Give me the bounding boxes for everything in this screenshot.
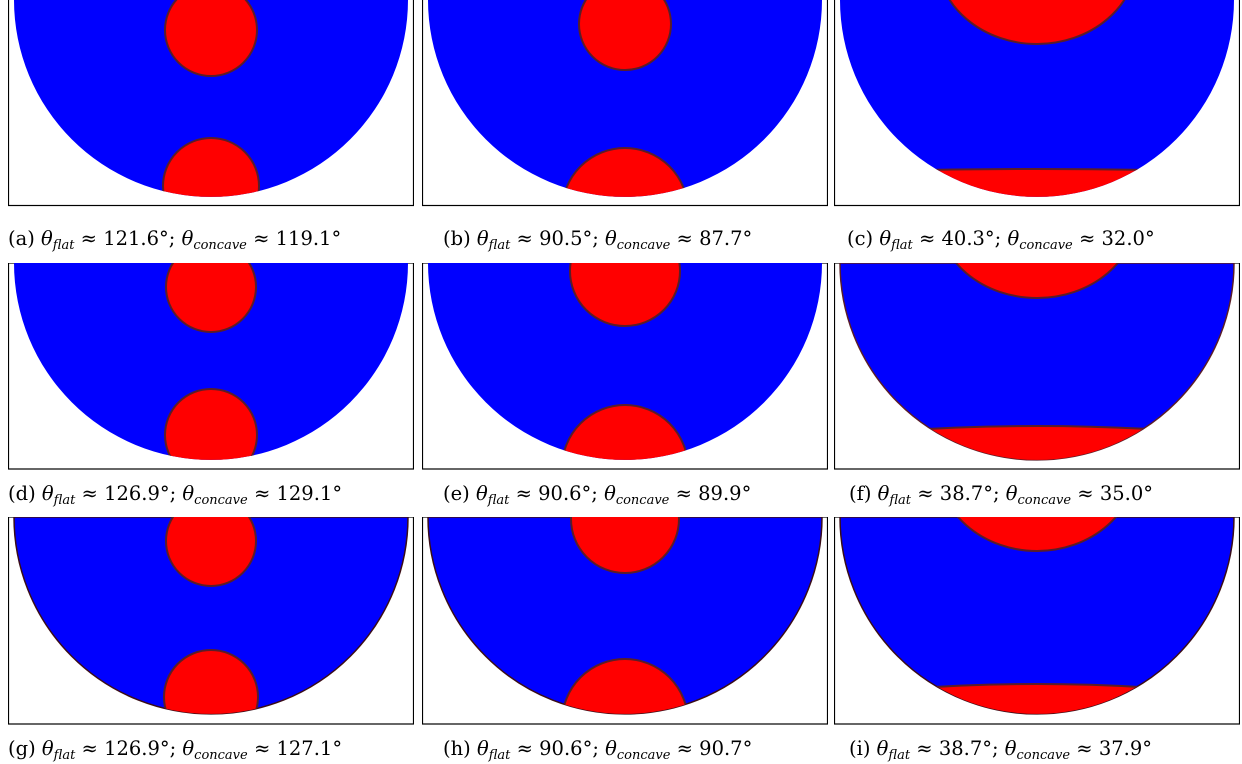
simulation-frame (834, 0, 1240, 207)
caption-e: (e) θflat ≈ 90.6°; θconcave ≈ 89.9° (443, 482, 752, 508)
caption-g: (g) θflat ≈ 126.9°; θconcave ≈ 127.1° (8, 737, 343, 763)
droplet-bottom (164, 388, 258, 460)
droplet-top (570, 517, 680, 574)
caption-c: (c) θflat ≈ 40.3°; θconcave ≈ 32.0° (847, 227, 1155, 253)
droplet-top (165, 517, 257, 587)
substrate-region (14, 263, 408, 460)
caption-d: (d) θflat ≈ 126.9°; θconcave ≈ 129.1° (8, 482, 343, 508)
droplet-top (936, 517, 1138, 552)
droplet-bottom (561, 147, 689, 197)
caption-f: (f) θflat ≈ 38.7°; θconcave ≈ 35.0° (849, 482, 1153, 508)
simulation-frame (834, 263, 1240, 470)
simulation-frame (8, 263, 414, 470)
droplet-top (936, 0, 1138, 45)
panel-g-image (8, 517, 414, 725)
substrate-region (839, 517, 1235, 715)
substrate-region (428, 263, 822, 460)
panel-c-image (834, 0, 1240, 207)
substrate-region (428, 0, 822, 197)
panel-f-image (834, 263, 1240, 470)
substrate-region (840, 0, 1234, 197)
droplet-top (165, 263, 257, 333)
substrate-region (839, 263, 1235, 461)
simulation-frame (834, 517, 1240, 725)
substrate-region (14, 0, 408, 197)
droplet-bottom (163, 649, 259, 714)
substrate-region (427, 517, 823, 715)
simulation-frame (422, 0, 828, 207)
substrate-region (13, 517, 409, 715)
panel-d-image (8, 263, 414, 470)
caption-b: (b) θflat ≈ 90.5°; θconcave ≈ 87.7° (443, 227, 753, 253)
droplet-bottom (162, 137, 260, 197)
simulation-frame (422, 263, 828, 470)
droplet-top (569, 263, 681, 327)
simulation-frame (8, 0, 414, 207)
panel-i-image (834, 517, 1240, 725)
droplet-top (578, 0, 672, 71)
droplet-bottom (561, 404, 689, 460)
panel-h-image (422, 517, 828, 725)
caption-h: (h) θflat ≈ 90.6°; θconcave ≈ 90.7° (443, 737, 753, 763)
caption-i: (i) θflat ≈ 38.7°; θconcave ≈ 37.9° (849, 737, 1152, 763)
droplet-top (936, 263, 1138, 299)
simulation-frame (422, 517, 828, 725)
panel-e-image (422, 263, 828, 470)
simulation-frame (8, 517, 414, 725)
droplet-top (164, 0, 258, 77)
caption-a: (a) θflat ≈ 121.6°; θconcave ≈ 119.1° (8, 227, 342, 253)
panel-b-image (422, 0, 828, 207)
droplet-bottom (561, 658, 689, 714)
panel-a-image (8, 0, 414, 207)
